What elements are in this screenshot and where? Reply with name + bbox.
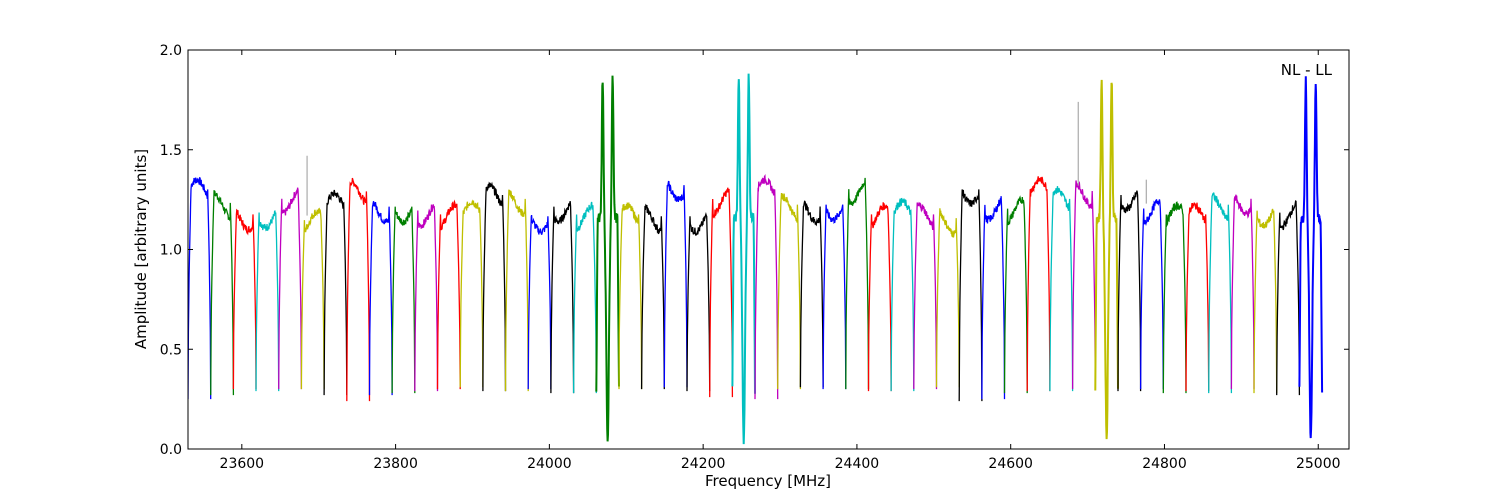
spectrum-segment-40 bbox=[1071, 180, 1096, 390]
spectrum-segment-12 bbox=[436, 199, 461, 390]
spectrum-segment-36 bbox=[981, 196, 1006, 400]
x-tick-label: 24800 bbox=[1142, 456, 1187, 472]
spectrum-segment-28 bbox=[799, 200, 824, 388]
y-tick-label: 1.5 bbox=[160, 143, 182, 159]
x-tick-label: 23600 bbox=[220, 456, 265, 472]
spectrum-segment-48 bbox=[1253, 208, 1278, 394]
spectrum-segment-10 bbox=[391, 206, 416, 394]
spectrum-segment-39 bbox=[1049, 186, 1074, 392]
spectrum-segment-45 bbox=[1185, 201, 1210, 392]
spectrum-segment-11 bbox=[414, 204, 439, 392]
spectrum-segment-23 bbox=[686, 211, 711, 392]
spectrum-segment-9 bbox=[368, 201, 393, 396]
spectrum-segment-47 bbox=[1230, 194, 1255, 390]
spectrum-segment-41 bbox=[1094, 79, 1119, 440]
spectrum-segment-4 bbox=[255, 210, 280, 392]
x-tick-label: 24600 bbox=[988, 456, 1033, 472]
spectrum-segment-6 bbox=[300, 207, 325, 390]
spectrum-segment-25 bbox=[731, 73, 756, 445]
spectrum-segment-42 bbox=[1117, 190, 1142, 392]
y-axis-label: Amplitude [arbitrary units] bbox=[132, 149, 150, 349]
x-tick-label: 24000 bbox=[527, 456, 572, 472]
spectrum-segment-15 bbox=[504, 189, 529, 392]
spectrum-segment-18 bbox=[572, 201, 597, 394]
x-tick-label: 25000 bbox=[1296, 456, 1341, 472]
y-tick-label: 1.0 bbox=[160, 243, 182, 259]
x-tick-label: 24400 bbox=[835, 456, 880, 472]
spectrum-segment-1 bbox=[188, 176, 212, 400]
spectrum-segment-17 bbox=[550, 201, 575, 394]
spectrum-segment-3 bbox=[232, 208, 257, 390]
spectrum-segment-24 bbox=[709, 187, 734, 398]
spectrum-segment-21 bbox=[640, 203, 665, 390]
spectrum-segment-13 bbox=[459, 199, 484, 388]
spectrum-segment-33 bbox=[913, 201, 938, 390]
y-tick-label: 2.0 bbox=[160, 43, 182, 59]
spectrum-segment-8 bbox=[346, 177, 371, 402]
ticks-layer: 23600 23800 24000 24200 24400 24600 24800 25000… bbox=[160, 43, 1349, 472]
x-tick-label: 24200 bbox=[681, 456, 726, 472]
spectrum-segment-50 bbox=[1298, 76, 1324, 439]
spectrum-segment-14 bbox=[482, 181, 507, 392]
spectrum-segment-38 bbox=[1026, 176, 1051, 392]
spectrum-segment-31 bbox=[867, 202, 892, 392]
spectrum-segment-22 bbox=[663, 180, 688, 388]
spectrum-segment-34 bbox=[935, 208, 960, 388]
spectrum-segment-35 bbox=[958, 189, 983, 402]
spectrum-segment-43 bbox=[1139, 199, 1164, 390]
x-axis-label: Frequency [MHz] bbox=[705, 472, 831, 490]
spectrum-segment-5 bbox=[278, 187, 303, 390]
spectrum-segment-37 bbox=[1003, 195, 1028, 394]
spectrum-segment-32 bbox=[890, 197, 915, 392]
spectrum-segment-44 bbox=[1162, 201, 1187, 394]
spectrum-segment-26 bbox=[754, 174, 779, 400]
x-tick-label: 23800 bbox=[373, 456, 418, 472]
spectrum-segment-2 bbox=[210, 190, 235, 396]
spectrum-segment-27 bbox=[777, 192, 802, 390]
spectrum-segment-16 bbox=[527, 214, 552, 390]
spectrum-segment-30 bbox=[845, 177, 870, 390]
spectrum-segment-19 bbox=[595, 75, 620, 442]
y-tick-label: 0.0 bbox=[160, 442, 182, 458]
plot-frame bbox=[187, 49, 1350, 450]
spectrum-segment-7 bbox=[323, 189, 348, 396]
spectrum-segment-29 bbox=[822, 204, 847, 390]
spectrum-segment-20 bbox=[618, 202, 643, 390]
plot-annotation: NL - LL bbox=[1281, 61, 1333, 79]
series-layer bbox=[188, 73, 1324, 445]
spectrum-segment-49 bbox=[1276, 200, 1301, 396]
y-tick-label: 0.5 bbox=[160, 342, 182, 358]
spectrum-segment-46 bbox=[1208, 192, 1233, 394]
